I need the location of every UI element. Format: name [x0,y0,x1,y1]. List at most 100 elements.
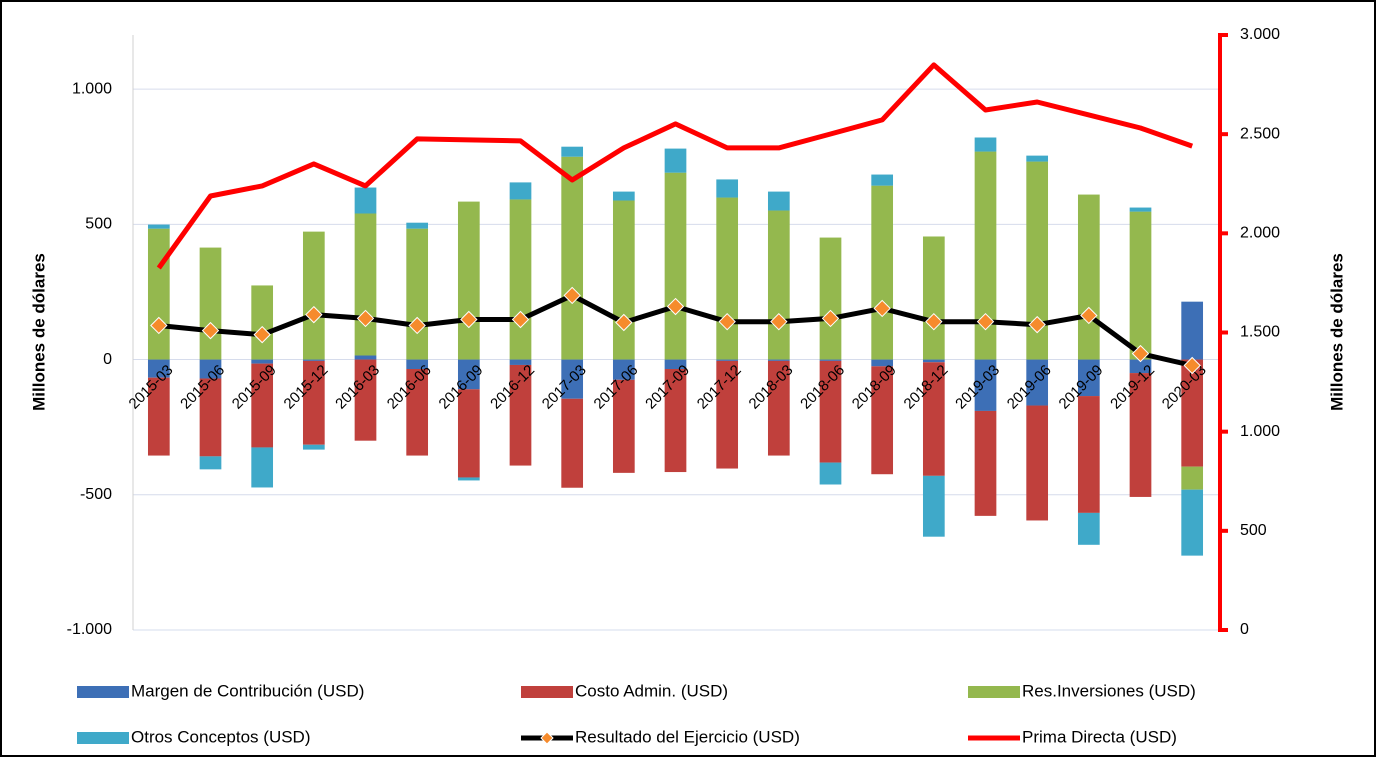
y-tick-label: 0 [103,351,112,368]
marker [356,309,375,328]
y2-tick-label: 3.000 [1240,26,1280,43]
bar [767,360,790,456]
bar [147,228,170,360]
marker [873,299,891,318]
y2-tick-label: 0 [1240,621,1249,638]
bar [406,228,429,360]
bar [251,359,274,364]
bar [561,156,584,360]
y-tick-label: -500 [80,486,112,503]
marker [511,310,530,329]
bar [871,185,894,360]
bar [974,137,997,152]
bar [922,475,945,537]
bar [147,377,170,456]
marker [1028,315,1046,334]
bar [1077,396,1100,513]
legend-label: Costo Admin. (USD) [575,681,728,700]
y-axis-label: Millones de dólares [29,253,48,411]
bar [1077,512,1100,545]
bar [1026,359,1049,406]
bar [199,247,222,360]
bar [199,456,222,470]
bar [974,151,997,360]
marker [460,310,478,329]
bar [1181,301,1204,360]
marker [201,321,220,340]
bar [871,174,894,186]
bar [561,359,584,399]
bar [251,447,274,488]
bar [871,359,894,367]
marker [666,297,685,316]
marker [563,286,581,305]
bar [664,359,687,370]
bar [406,369,429,456]
bar [1026,155,1049,162]
bar [716,179,739,198]
y2-tick-label: 2.000 [1240,225,1280,242]
bar [302,231,325,360]
bar [457,359,480,390]
marker [770,312,788,331]
bar [147,224,170,229]
bar [354,187,377,214]
y-tick-label: -1.000 [67,621,112,638]
bar [251,363,274,448]
bar [1077,194,1100,360]
legend-label: Resultado del Ejercicio (USD) [575,727,800,746]
bar [561,146,584,157]
marker [615,313,633,332]
bar [147,359,170,378]
bar [457,477,480,481]
marker [150,316,168,335]
bar [509,182,532,200]
bar [612,379,635,473]
bar [1181,466,1204,490]
bar [767,191,790,211]
y2-tick-label: 1.000 [1240,423,1280,440]
bar [509,364,532,466]
bar [1026,405,1049,521]
bar [716,197,739,360]
marker [976,312,995,331]
marker [253,325,271,344]
marker [305,305,323,324]
legend-label: Margen de Contribución (USD) [131,681,364,700]
bar [716,360,739,469]
bar [767,210,790,360]
bar [922,359,945,363]
bar [406,222,429,229]
bar [664,148,687,173]
bar [509,199,532,360]
y2-tick-label: 500 [1240,522,1267,539]
y-tick-label: 1.000 [72,80,112,97]
bar [406,359,429,370]
bar [819,359,842,361]
legend-swatch [77,686,129,698]
bar [1077,359,1100,397]
bar [664,369,687,473]
bar [819,237,842,360]
bar [199,359,222,379]
y2-axis-label: Millones de dólares [1327,253,1346,411]
bar [819,360,842,463]
legend-marker [540,731,554,745]
bar [1181,359,1204,467]
bar [871,366,894,475]
bar [922,236,945,360]
marker [1131,344,1150,363]
bar [354,213,377,356]
bar [767,359,790,361]
marker [925,312,943,331]
legend-swatch [968,686,1020,698]
line [156,62,1194,270]
bar [509,359,532,365]
legend-swatch [77,732,129,744]
bar [922,362,945,476]
bar [664,172,687,360]
bar [612,359,635,380]
legend-label: Otros Conceptos (USD) [131,727,311,746]
bar [1129,207,1152,212]
